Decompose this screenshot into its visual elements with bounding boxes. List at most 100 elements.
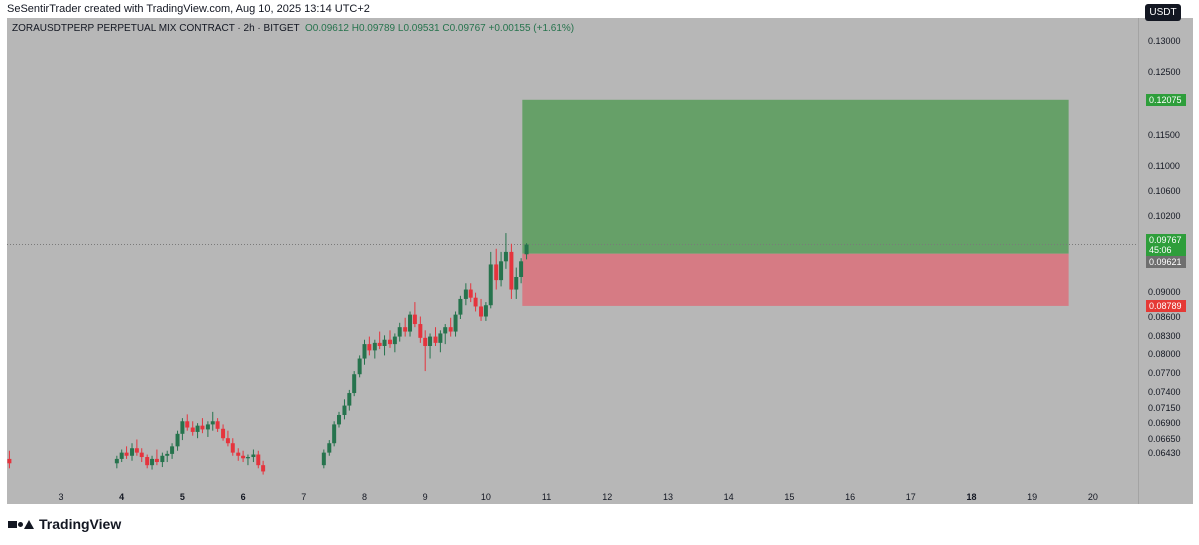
candle-body — [412, 314, 417, 325]
price-axis-tick: 0.11500 — [1148, 129, 1180, 140]
candle-body — [503, 251, 508, 262]
candle-body — [124, 452, 129, 456]
candle-body — [165, 453, 170, 456]
candle-body — [225, 438, 230, 444]
chart-frame[interactable]: ZORAUSDTPERP PERPETUAL MIX CONTRACT · 2h… — [7, 18, 1193, 504]
candle-body — [372, 342, 377, 351]
candle-body — [332, 424, 337, 444]
candle-body — [256, 454, 261, 466]
candle-body — [221, 428, 226, 439]
price-axis-tick: 0.11000 — [1148, 161, 1180, 172]
price-axis-tick: 0.06900 — [1148, 418, 1181, 429]
candle-body — [377, 342, 382, 346]
symbol-legend[interactable]: ZORAUSDTPERP PERPETUAL MIX CONTRACT · 2h… — [12, 23, 574, 34]
candle-body — [488, 264, 493, 306]
price-axis-tick: 0.07700 — [1148, 368, 1181, 379]
candle-body — [428, 336, 433, 346]
price-axis-tick: 0.08600 — [1148, 311, 1181, 322]
price-axis-tick: 0.08000 — [1148, 349, 1181, 360]
candle-body — [205, 424, 210, 430]
price-axis-tick: 0.07400 — [1148, 387, 1181, 398]
candle-body — [438, 333, 443, 343]
symbol-title: ZORAUSDTPERP PERPETUAL MIX CONTRACT · 2h… — [12, 23, 300, 34]
candle-body — [210, 421, 215, 425]
price-axis-tick: 0.06430 — [1148, 447, 1181, 458]
candle-body — [443, 327, 448, 334]
currency-label[interactable]: USDT — [1145, 4, 1181, 21]
bar-countdown: 45:06 — [1149, 244, 1172, 255]
candle-body — [433, 336, 438, 343]
candle-body — [200, 425, 205, 430]
loss-zone — [522, 253, 1069, 306]
candle-body — [134, 448, 139, 453]
last-price-value: 0.09767 — [1149, 234, 1182, 245]
price-axis-tick: 0.06650 — [1148, 434, 1181, 445]
candle-body — [519, 261, 524, 277]
take-profit-price-tag: 0.12075 — [1146, 93, 1186, 106]
candle-body — [387, 339, 392, 345]
candle-body — [337, 414, 342, 425]
candle-body — [362, 344, 367, 359]
candle-body — [160, 455, 165, 463]
price-axis-tick: 0.10200 — [1148, 211, 1181, 222]
time-axis-tick: 19 — [1027, 492, 1038, 502]
tradingview-logo[interactable]: TradingView — [8, 516, 121, 532]
candle-body — [119, 452, 124, 459]
chart-attribution: SeSentirTrader created with TradingView.… — [7, 3, 370, 15]
candle-body — [114, 458, 119, 464]
time-axis-tick: 3 — [58, 492, 64, 502]
last-price-tag: 0.09767 45:06 — [1146, 233, 1186, 256]
time-axis-tick: 4 — [119, 492, 125, 502]
time-axis-tick: 16 — [845, 492, 856, 502]
candle-body — [145, 457, 150, 466]
time-axis-tick: 20 — [1087, 492, 1098, 502]
candle-body — [509, 251, 514, 290]
time-axis-tick: 7 — [301, 492, 307, 502]
candle-body — [342, 405, 347, 415]
tradingview-logo-icon — [8, 519, 34, 529]
candle-body — [382, 339, 387, 346]
candle-body — [327, 443, 332, 453]
candle-body — [499, 261, 504, 281]
time-axis-tick: 6 — [240, 492, 246, 502]
candle-body — [190, 427, 195, 432]
candle-body — [458, 298, 463, 315]
candle-body — [367, 344, 372, 351]
candle-body — [448, 327, 453, 332]
candle-body — [514, 276, 519, 290]
stop-loss-price-tag: 0.08789 — [1146, 299, 1186, 312]
candle-body — [139, 452, 144, 458]
candle-body — [154, 458, 159, 463]
candle-body — [245, 457, 250, 459]
candle-body — [130, 448, 135, 456]
price-axis-tick: 0.08300 — [1148, 330, 1181, 341]
candle-body — [185, 421, 190, 428]
entry-price-tag: 0.09621 — [1146, 255, 1186, 268]
candle-body — [150, 458, 155, 466]
candle-body — [321, 452, 326, 466]
time-axis-tick: 18 — [966, 492, 977, 502]
candle-body — [175, 433, 180, 447]
price-axis-tick: 0.10600 — [1148, 186, 1181, 197]
candle-body — [357, 358, 362, 375]
time-axis-tick: 12 — [602, 492, 613, 502]
price-plot[interactable] — [7, 18, 1138, 488]
time-axis-tick: 10 — [480, 492, 491, 502]
candle-body — [261, 465, 266, 472]
candle-body — [352, 374, 357, 394]
candle-body — [241, 455, 246, 459]
time-axis-tick: 9 — [422, 492, 428, 502]
price-axis-tick: 0.13000 — [1148, 35, 1181, 46]
candle-body — [423, 337, 428, 346]
candle-body — [483, 305, 488, 317]
tradingview-brand: TradingView — [39, 516, 122, 532]
candle-body — [479, 306, 484, 317]
candle-body — [251, 454, 256, 458]
candle-body — [408, 314, 413, 332]
candle-body — [397, 327, 402, 337]
candle-body — [463, 289, 468, 299]
price-axis-tick: 0.09000 — [1148, 286, 1181, 297]
candle-body — [453, 314, 458, 332]
time-axis-tick: 14 — [723, 492, 734, 502]
time-axis-tick: 15 — [784, 492, 795, 502]
